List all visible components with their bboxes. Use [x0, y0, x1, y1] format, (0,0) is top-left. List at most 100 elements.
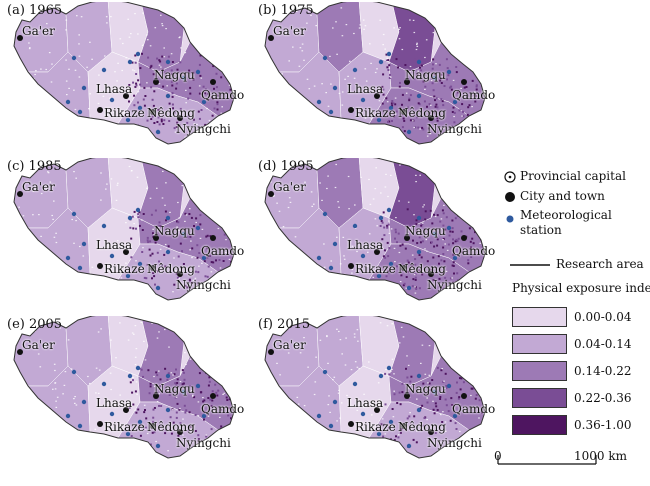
exposure-pixel — [196, 256, 199, 259]
meteorological-station — [360, 253, 366, 259]
exposure-pixel — [418, 103, 421, 106]
exposure-pixel — [197, 438, 200, 441]
low-pixel — [146, 34, 148, 36]
low-pixel — [435, 63, 437, 65]
low-pixel — [125, 222, 127, 224]
low-pixel — [357, 422, 360, 424]
exposure-pixel — [467, 273, 470, 276]
low-pixel — [40, 113, 43, 115]
low-pixel — [73, 171, 75, 173]
low-pixel — [164, 328, 166, 331]
city-label-nedong: Nêdong — [398, 106, 446, 120]
low-pixel — [175, 396, 178, 398]
low-pixel — [413, 214, 415, 216]
exposure-pixel — [175, 126, 178, 128]
low-pixel — [214, 411, 216, 413]
low-pixel — [307, 366, 309, 368]
meteorological-station — [378, 59, 384, 65]
exposure-pixel — [451, 404, 454, 406]
exposure-pixel — [426, 105, 428, 108]
city-label-nagqu: Nagqu — [154, 224, 195, 238]
exposure-pixel — [428, 111, 431, 114]
low-pixel — [333, 376, 336, 378]
low-pixel — [64, 371, 67, 373]
exposure-pixel — [197, 434, 200, 437]
low-pixel — [120, 277, 123, 279]
meteorological-station — [77, 109, 83, 115]
low-pixel — [405, 287, 408, 289]
low-pixel — [184, 352, 186, 354]
low-pixel — [232, 330, 234, 332]
low-pixel — [313, 203, 315, 205]
low-pixel — [55, 232, 57, 234]
meteorological-station — [332, 241, 338, 247]
low-pixel — [42, 273, 45, 275]
exposure-pixel — [156, 374, 159, 377]
exposure-pixel — [176, 276, 179, 279]
exposure-pixel — [153, 275, 156, 278]
exposure-pixel — [171, 61, 174, 63]
exposure-pixel — [217, 378, 220, 381]
low-pixel — [372, 198, 375, 200]
low-pixel — [364, 25, 367, 27]
low-pixel — [426, 397, 428, 399]
exposure-pixel — [408, 97, 411, 100]
low-pixel — [171, 409, 174, 411]
exposure-pixel — [463, 86, 466, 89]
low-pixel — [132, 69, 134, 71]
exposure-pixel — [221, 216, 224, 219]
exposure-pixel — [220, 425, 223, 428]
exposure-pixel — [399, 403, 402, 406]
meteorological-station — [332, 85, 338, 91]
exposure-pixel — [207, 265, 210, 268]
exposure-pixel — [137, 408, 140, 411]
low-pixel — [434, 215, 437, 218]
exposure-pixel — [199, 54, 202, 57]
meteorological-station — [109, 253, 115, 259]
exposure-pixel — [148, 392, 151, 395]
exposure-pixel — [421, 223, 424, 226]
low-pixel — [351, 245, 354, 247]
exposure-pixel — [481, 74, 484, 76]
exposure-pixel — [419, 407, 422, 410]
low-pixel — [161, 23, 163, 25]
exposure-pixel — [456, 91, 459, 94]
meteorological-station — [165, 59, 171, 65]
exposure-pixel — [160, 118, 163, 121]
exposure-pixel — [472, 387, 475, 390]
low-pixel — [430, 80, 433, 82]
low-pixel — [367, 251, 369, 253]
low-pixel — [158, 83, 161, 85]
low-pixel — [429, 280, 431, 282]
low-pixel — [146, 82, 148, 84]
exposure-pixel — [172, 107, 174, 110]
exposure-pixel — [433, 412, 436, 415]
exposure-pixel — [184, 411, 187, 414]
low-pixel — [135, 381, 138, 383]
low-pixel — [461, 115, 463, 117]
low-pixel — [113, 443, 115, 445]
exposure-pixel — [157, 116, 160, 119]
exposure-pixel — [233, 443, 234, 446]
exposure-pixel — [399, 81, 401, 84]
exposure-pixel — [208, 376, 211, 379]
exposure-pixel — [224, 271, 227, 274]
exposure-pixel — [452, 238, 454, 241]
low-pixel — [121, 69, 123, 72]
exposure-pixel — [419, 230, 422, 233]
low-pixel — [25, 244, 27, 246]
exposure-pixel — [152, 408, 155, 411]
low-pixel — [351, 268, 354, 271]
low-pixel — [134, 409, 137, 411]
exposure-pixel — [169, 416, 172, 419]
exposure-pixel — [143, 104, 146, 107]
low-pixel — [300, 449, 303, 451]
low-pixel — [30, 104, 33, 106]
exposure-pixel — [218, 259, 221, 261]
exposure-pixel — [411, 265, 414, 268]
low-pixel — [301, 43, 304, 45]
low-pixel — [321, 83, 323, 85]
exposure-pixel — [408, 99, 411, 102]
exposure-pixel — [455, 238, 458, 241]
exposure-pixel — [434, 99, 436, 102]
